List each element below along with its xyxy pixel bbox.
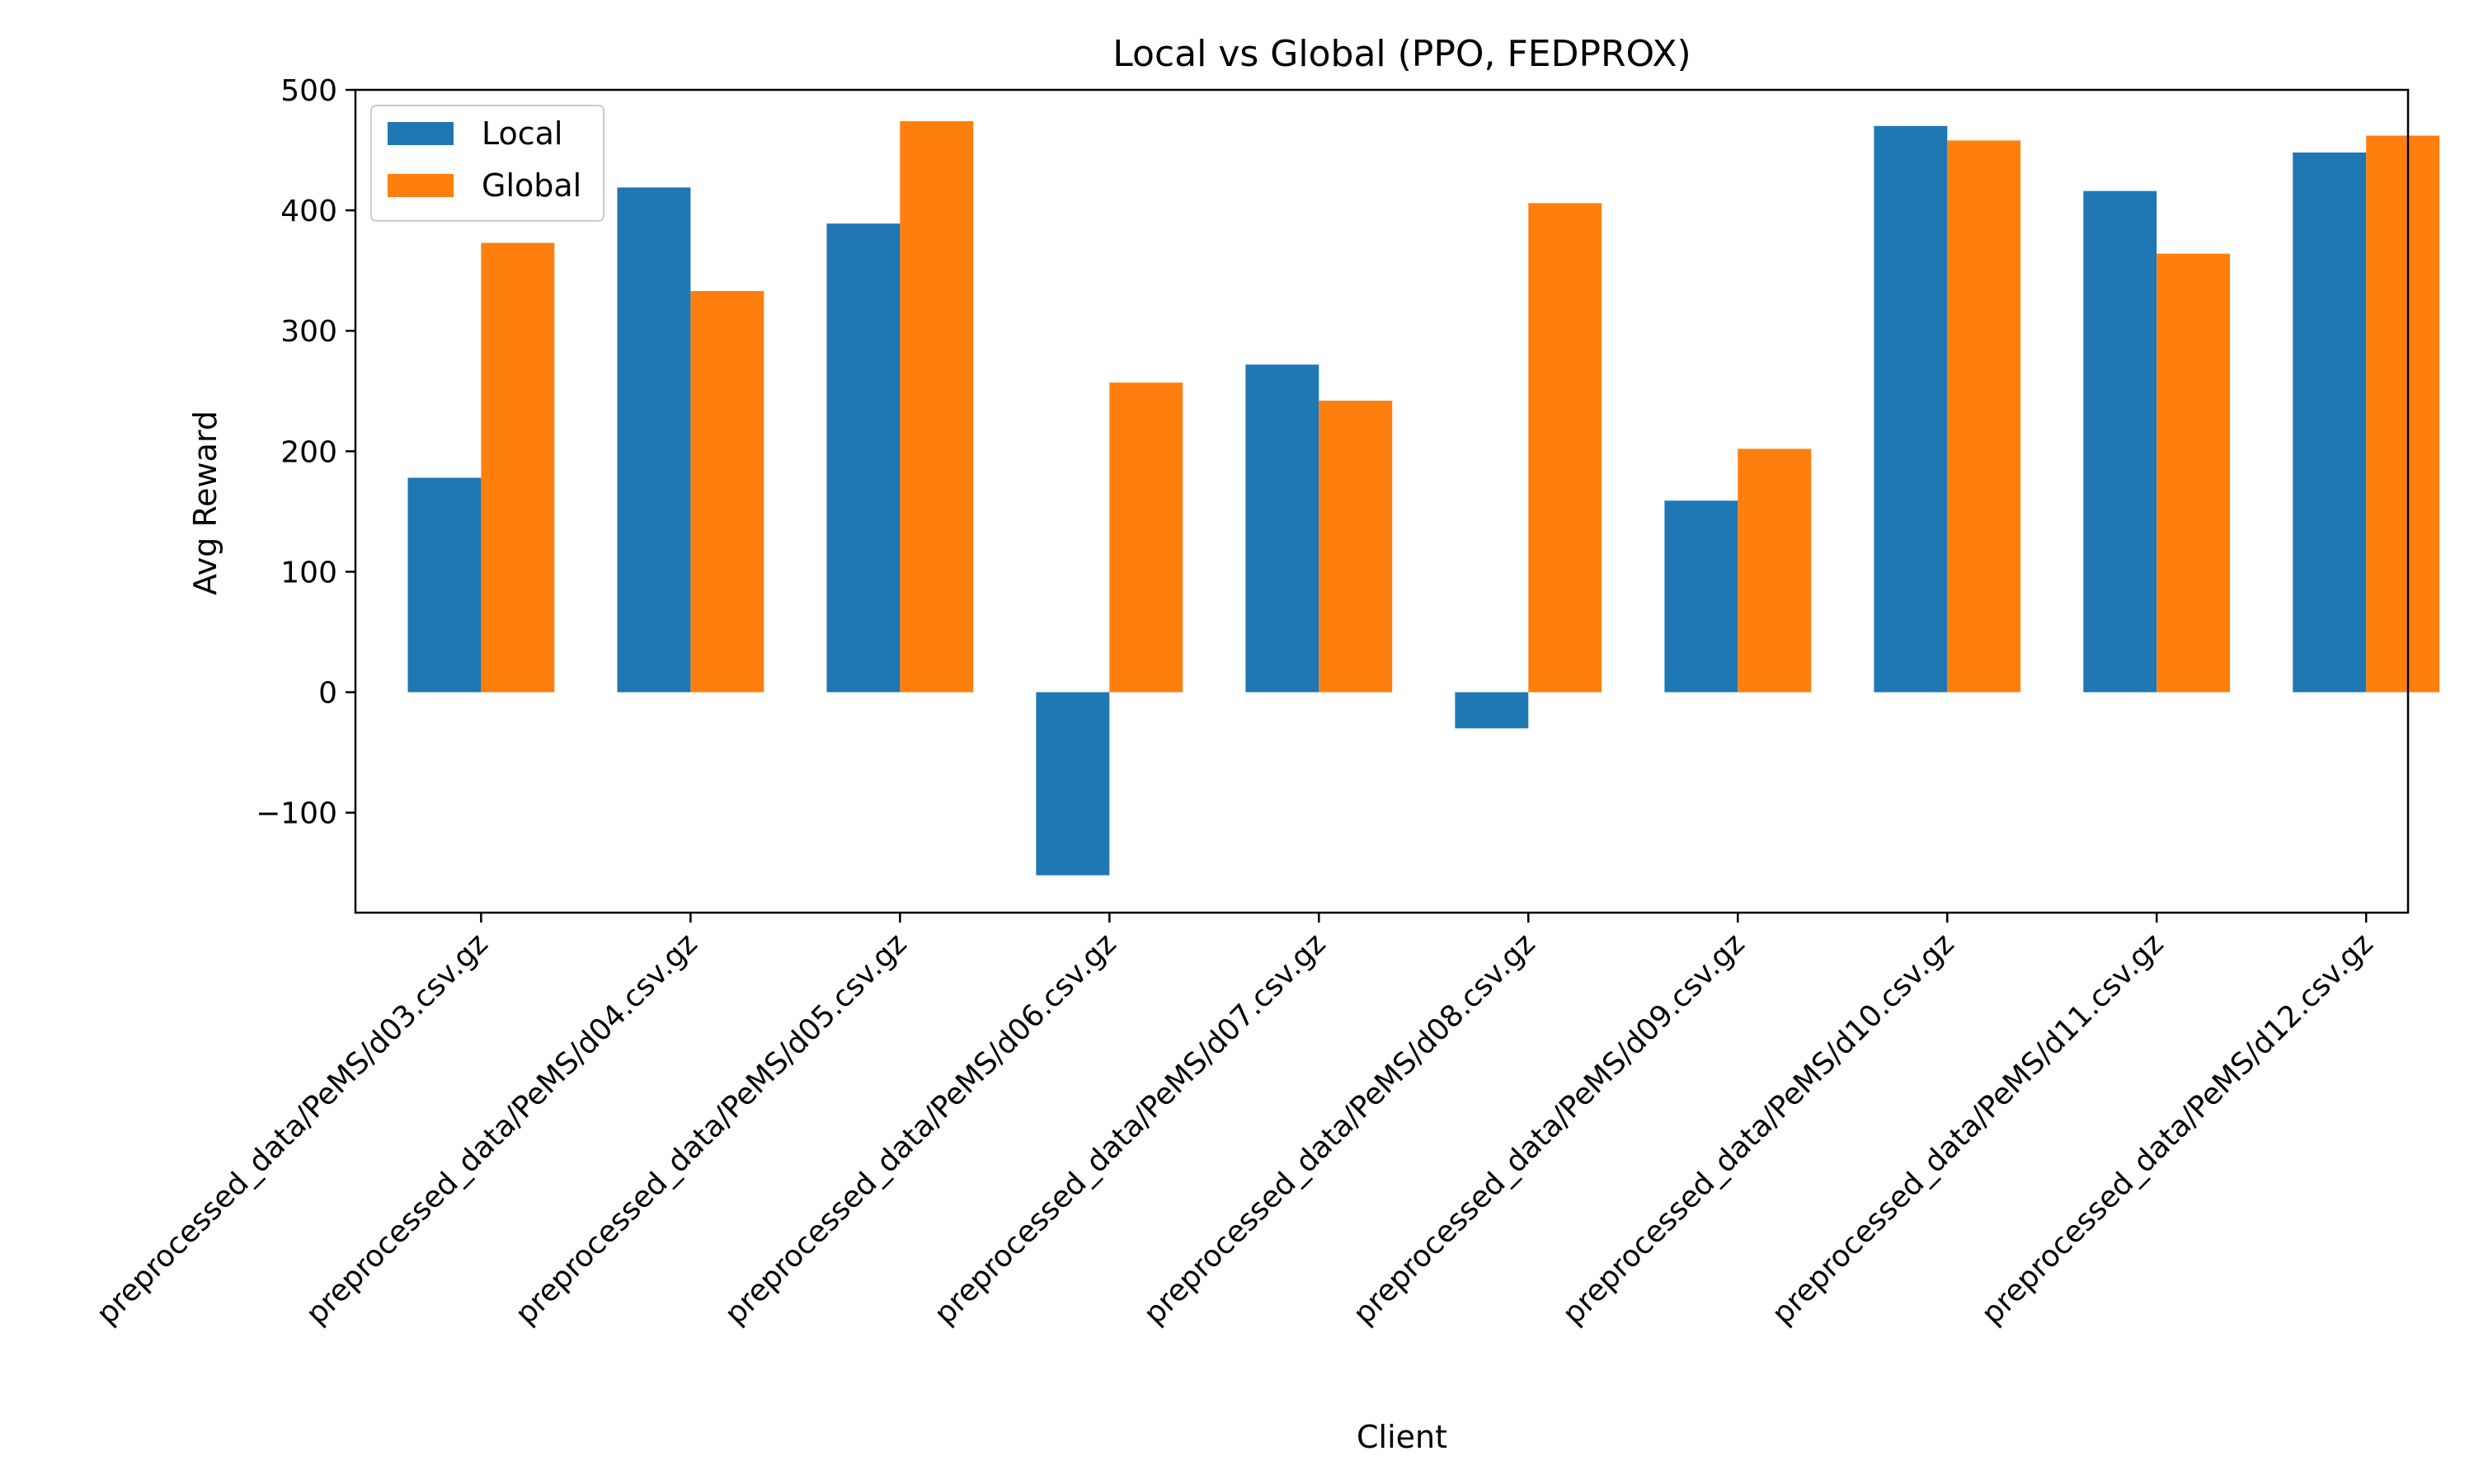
legend-label-global: Global <box>482 167 581 204</box>
bar-local-6 <box>1455 692 1529 729</box>
y-tick-label: 400 <box>280 195 337 228</box>
bar-local-9 <box>2083 190 2157 693</box>
bar-global-5 <box>1319 401 1393 693</box>
bar-global-7 <box>1738 448 1812 693</box>
bar-local-1 <box>407 477 482 693</box>
legend-swatch-global <box>388 174 454 197</box>
bar-global-8 <box>1947 140 2021 693</box>
y-axis-label: Avg Reward <box>187 411 223 595</box>
y-tick-label: 300 <box>280 315 337 349</box>
y-tick-label: −100 <box>256 797 337 831</box>
bar-global-1 <box>481 242 555 693</box>
bar-local-8 <box>1874 125 1948 693</box>
y-tick-label: 500 <box>280 74 337 108</box>
bar-global-6 <box>1528 203 1602 693</box>
bar-global-10 <box>2366 135 2440 693</box>
bar-local-7 <box>1664 500 1738 693</box>
bar-global-9 <box>2157 253 2231 693</box>
bar-global-2 <box>690 291 764 693</box>
bar-global-3 <box>900 121 974 693</box>
y-tick-label: 200 <box>280 435 337 469</box>
bar-local-10 <box>2293 153 2367 693</box>
y-tick-label: 100 <box>280 556 337 589</box>
legend-swatch-local <box>388 122 454 145</box>
bar-global-4 <box>1109 383 1183 693</box>
x-axis-label: Client <box>1357 1419 1447 1455</box>
bar-local-3 <box>826 223 901 693</box>
legend-label-local: Local <box>482 115 563 152</box>
bar-local-2 <box>617 187 691 693</box>
chart-title: Local vs Global (PPO, FEDPROX) <box>1112 33 1691 75</box>
plot-frame <box>354 88 2410 914</box>
y-tick-label: 0 <box>318 677 337 711</box>
bar-local-4 <box>1036 692 1110 876</box>
bar-local-5 <box>1245 364 1319 693</box>
